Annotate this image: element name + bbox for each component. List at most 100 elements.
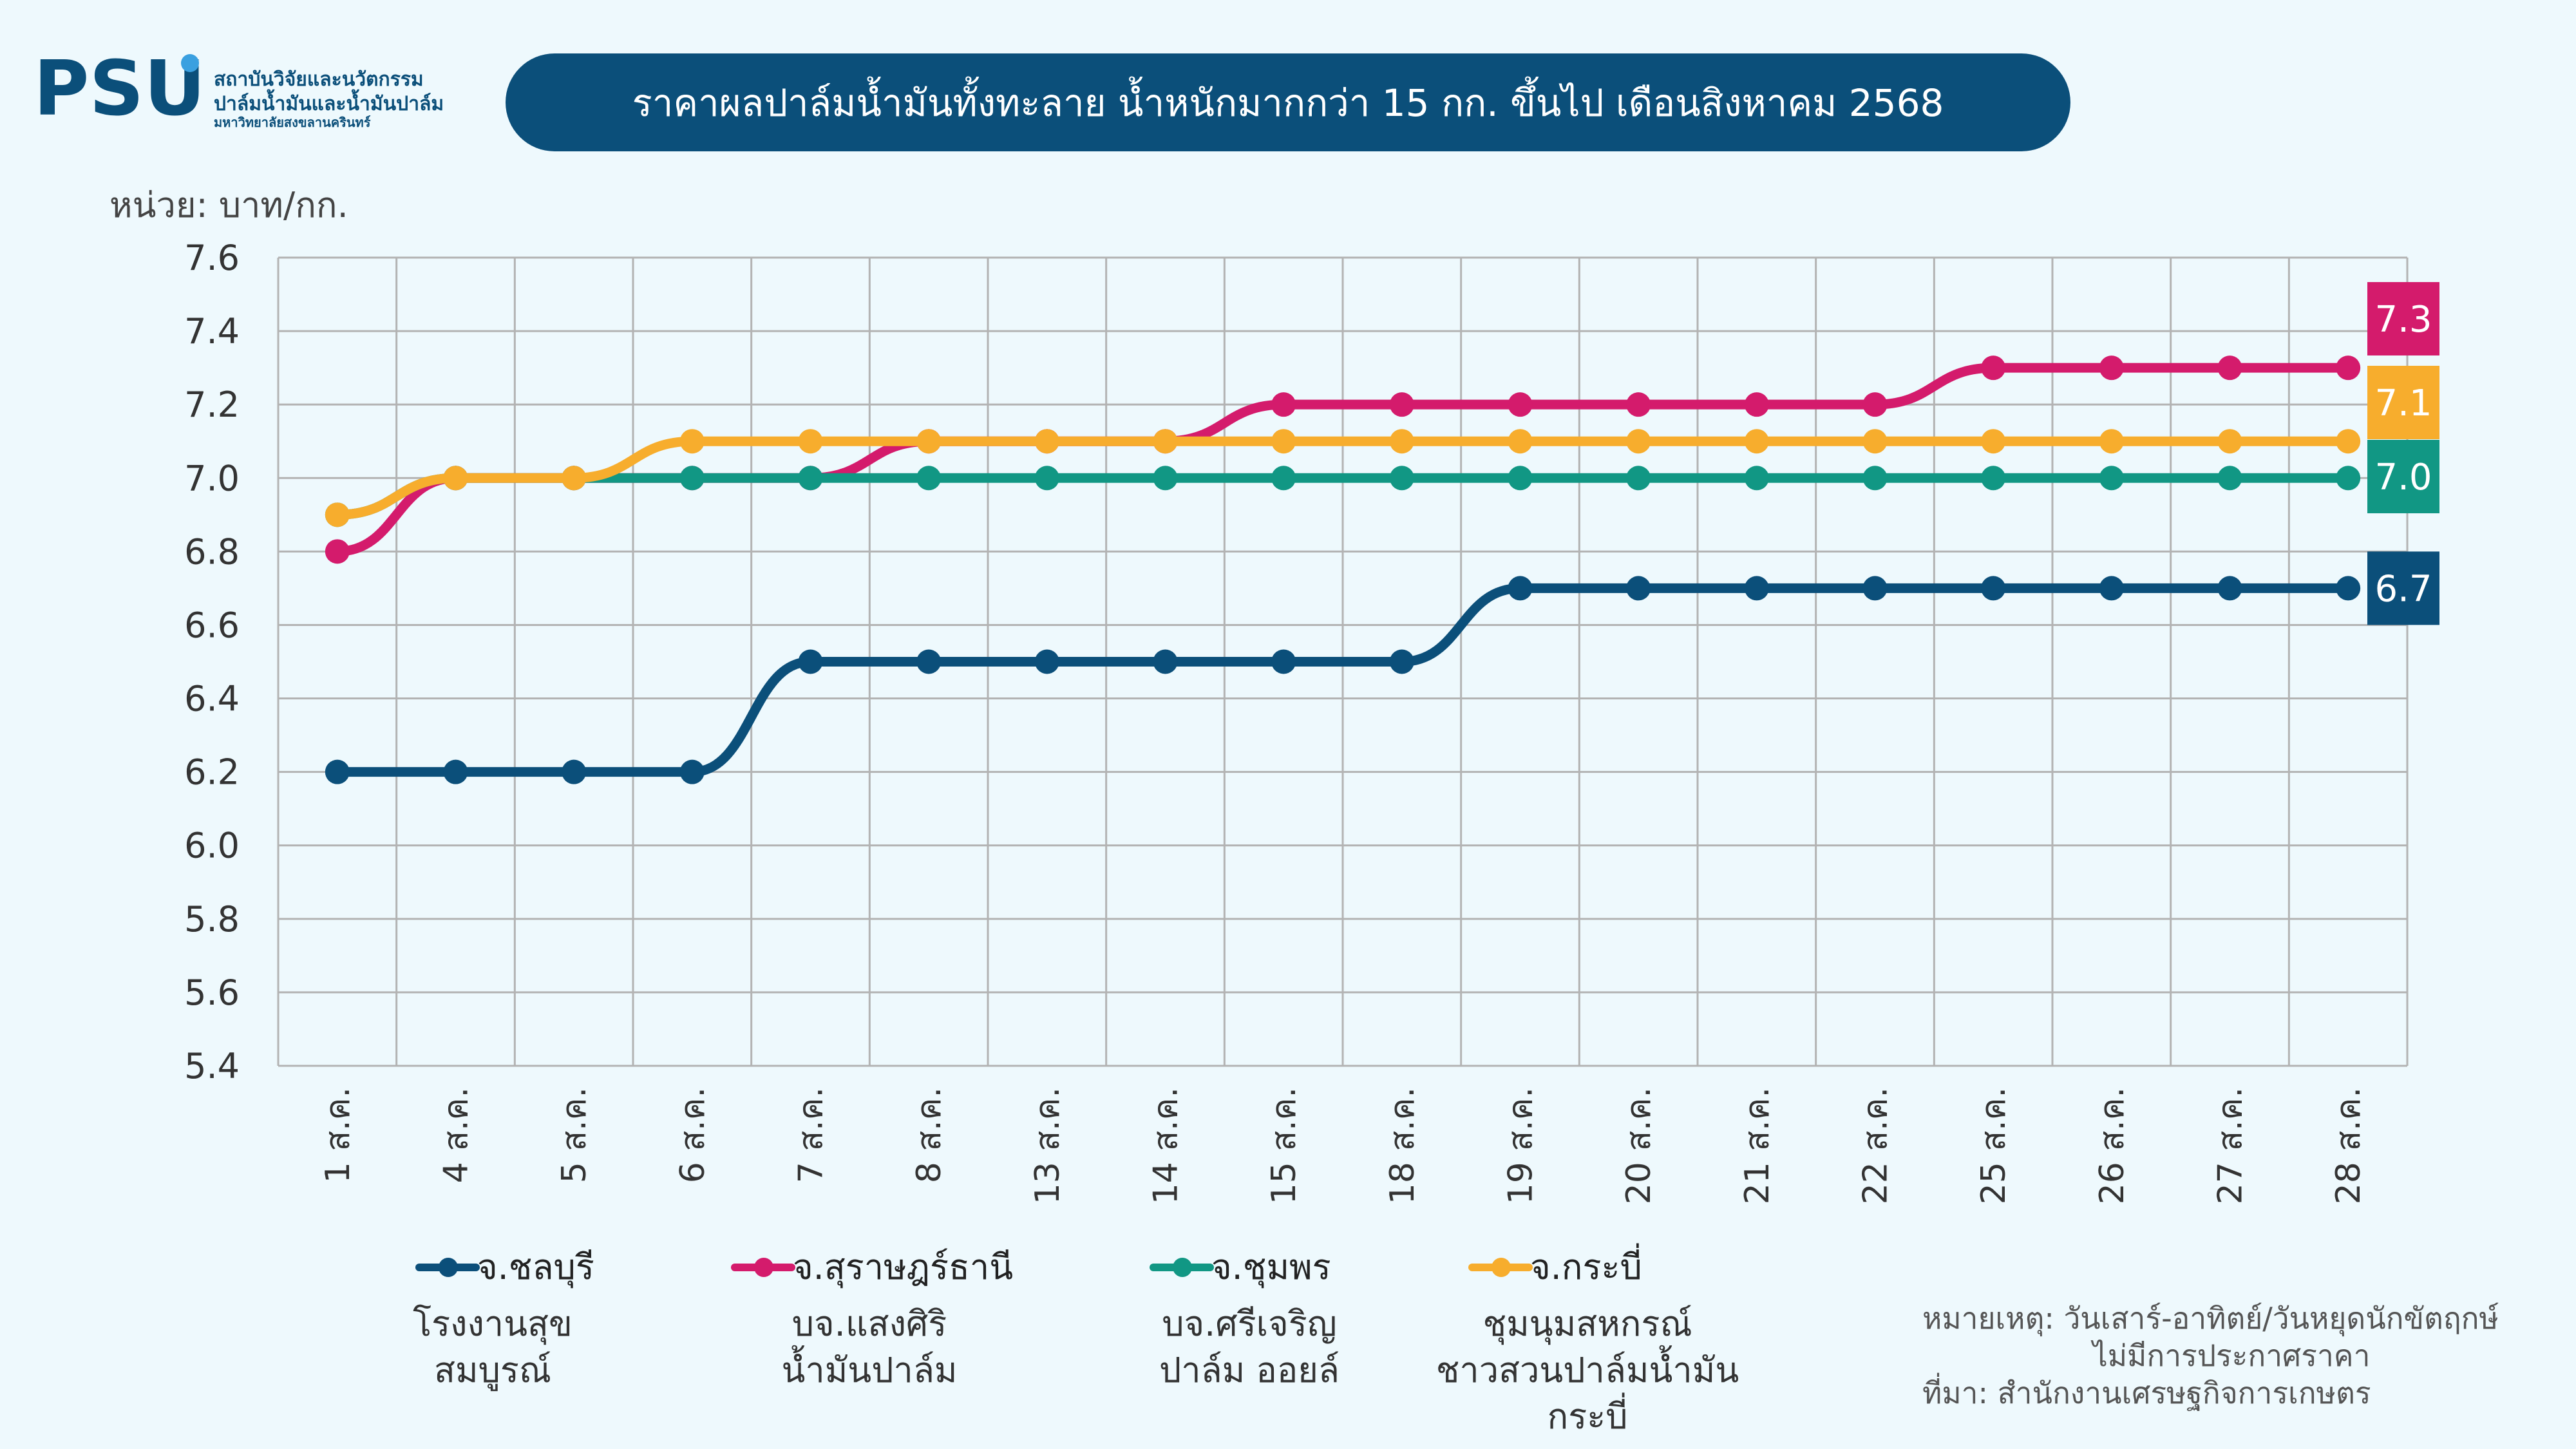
x-axis-ticks: 1 ส.ค. 4 ส.ค. 5 ส.ค. 6 ส.ค. 7 ส.ค. 8 ส.ค. 13 ส… — [319, 1087, 2368, 1204]
legend-label: จ.ชุมพร — [1211, 1247, 1331, 1287]
data-point — [1744, 429, 1769, 454]
end-label-series-2: 7.3 — [2367, 282, 2439, 355]
data-point — [1271, 649, 1296, 674]
data-point — [1981, 355, 2006, 381]
x-tick-label: 6 ส.ค. — [674, 1087, 712, 1183]
x-tick-label: 5 ส.ค. — [555, 1087, 594, 1183]
data-point — [562, 466, 587, 491]
institute-logo: PSU สถาบันวิจัยและนวัตกรรม ปาล์มน้ำมันแล… — [32, 44, 444, 135]
data-point — [2099, 355, 2124, 381]
legend-source-line: บจ.แสงศิริ — [791, 1303, 947, 1344]
logo-line-2: ปาล์มน้ำมันและน้ำมันปาล์ม — [214, 93, 444, 115]
y-tick-label: 5.4 — [184, 1046, 240, 1086]
source-line: ที่มา: สำนักงานเศรษฐกิจการเกษตร — [1922, 1376, 2371, 1410]
legend-label: จ.กระบี่ — [1530, 1247, 1642, 1287]
x-tick-label: 8 ส.ค. — [910, 1087, 949, 1183]
legend-source-line: ปาล์ม ออยล์ — [1159, 1350, 1340, 1390]
data-point — [1034, 429, 1059, 454]
legend-label: จ.ชลบุรี — [477, 1247, 594, 1287]
y-tick-label: 6.8 — [184, 531, 240, 572]
legend-source-line: ชุมนุมสหกรณ์ — [1482, 1303, 1692, 1344]
data-point — [1744, 392, 1769, 417]
data-point — [1508, 576, 1533, 601]
logo-line-1: สถาบันวิจัยและนวัตกรรม — [214, 68, 424, 91]
x-tick-label: 13 ส.ค. — [1028, 1087, 1067, 1204]
data-point — [798, 649, 823, 674]
data-point — [1862, 466, 1888, 491]
end-label-series-1: 6.7 — [2367, 551, 2439, 625]
y-tick-label: 5.8 — [184, 899, 240, 940]
y-tick-label: 7.2 — [184, 384, 240, 425]
data-point — [1034, 649, 1059, 674]
data-point — [679, 466, 705, 491]
x-tick-label: 15 ส.ค. — [1265, 1087, 1303, 1204]
data-point — [1744, 576, 1769, 601]
data-point — [1862, 392, 1888, 417]
data-point — [916, 466, 942, 491]
legend-source-chumphon: บจ.ศรีเจริญ ปาล์ม ออยล์ — [1069, 1301, 1430, 1394]
data-point — [2217, 429, 2242, 454]
data-point — [1626, 392, 1651, 417]
end-label-value: 7.3 — [2374, 299, 2432, 341]
data-point — [916, 429, 942, 454]
x-tick-label: 28 ส.ค. — [2329, 1087, 2368, 1204]
y-tick-label: 7.4 — [184, 311, 240, 352]
data-point — [2217, 466, 2242, 491]
data-point — [562, 759, 587, 784]
x-tick-label: 26 ส.ค. — [2093, 1087, 2132, 1204]
data-point — [1271, 466, 1296, 491]
y-tick-label: 6.4 — [184, 679, 240, 719]
y-tick-label: 5.6 — [184, 972, 240, 1013]
data-point — [1153, 466, 1178, 491]
data-point — [2336, 576, 2361, 601]
data-point — [1271, 392, 1296, 417]
data-point — [1862, 429, 1888, 454]
x-tick-label: 22 ส.ค. — [1857, 1087, 1895, 1204]
x-tick-label: 7 ส.ค. — [792, 1087, 831, 1183]
end-label-box — [2367, 282, 2439, 355]
x-tick-label: 18 ส.ค. — [1383, 1087, 1422, 1204]
data-point — [916, 649, 942, 674]
data-point — [1271, 429, 1296, 454]
series-lines — [325, 355, 2361, 784]
legend-source-line: บจ.ศรีเจริญ — [1162, 1303, 1337, 1344]
chart-title: ราคาผลปาล์มน้ำมันทั้งทะลาย น้ำหนักมากกว่… — [632, 80, 1944, 125]
end-labels: 6.7 7.3 7.0 7.1 — [2367, 282, 2439, 625]
data-point — [2217, 576, 2242, 601]
legend-source-surat-thani: บจ.แสงศิริ น้ำมันปาล์ม — [689, 1301, 1050, 1394]
data-point — [1508, 429, 1533, 454]
data-point — [679, 759, 705, 784]
footnote: หมายเหตุ: วันเสาร์-อาทิตย์/วันหยุดนักขัต… — [1922, 1300, 2541, 1412]
x-tick-label: 21 ส.ค. — [1738, 1087, 1777, 1204]
x-tick-label: 14 ส.ค. — [1147, 1087, 1186, 1204]
legend-source-krabi: ชุมนุมสหกรณ์ ชาวสวนปาล์มน้ำมัน กระบี่ — [1407, 1301, 1768, 1440]
data-point — [1389, 392, 1414, 417]
data-point — [1981, 429, 2006, 454]
x-tick-label: 25 ส.ค. — [1975, 1087, 2013, 1204]
data-point — [1389, 429, 1414, 454]
data-point — [2099, 576, 2124, 601]
data-point — [1508, 466, 1533, 491]
end-label-value: 7.1 — [2374, 383, 2432, 424]
y-tick-label: 6.6 — [184, 605, 240, 645]
end-label-box — [2367, 440, 2439, 513]
series-1 — [325, 576, 2361, 784]
legend-label: จ.สุราษฎร์ธานี — [793, 1247, 1014, 1287]
data-point — [1862, 576, 1888, 601]
note-line-2: ไม่มีการประกาศราคา — [2092, 1338, 2371, 1373]
end-label-value: 6.7 — [2374, 568, 2432, 610]
x-tick-label: 1 ส.ค. — [319, 1087, 357, 1183]
note-line-1: หมายเหตุ: วันเสาร์-อาทิตย์/วันหยุดนักขัต… — [1922, 1301, 2499, 1336]
x-tick-label: 19 ส.ค. — [1502, 1087, 1540, 1204]
data-point — [798, 466, 823, 491]
data-point — [1389, 649, 1414, 674]
data-point — [1626, 576, 1651, 601]
data-point — [1626, 429, 1651, 454]
psu-logo-wordmark: PSU — [33, 45, 200, 133]
data-point — [2217, 355, 2242, 381]
y-tick-label: 6.2 — [184, 752, 240, 793]
data-point — [1981, 576, 2006, 601]
legend-source-line: สมบูรณ์ — [434, 1350, 551, 1390]
legend-source-line: โรงงานสุข — [413, 1303, 573, 1344]
